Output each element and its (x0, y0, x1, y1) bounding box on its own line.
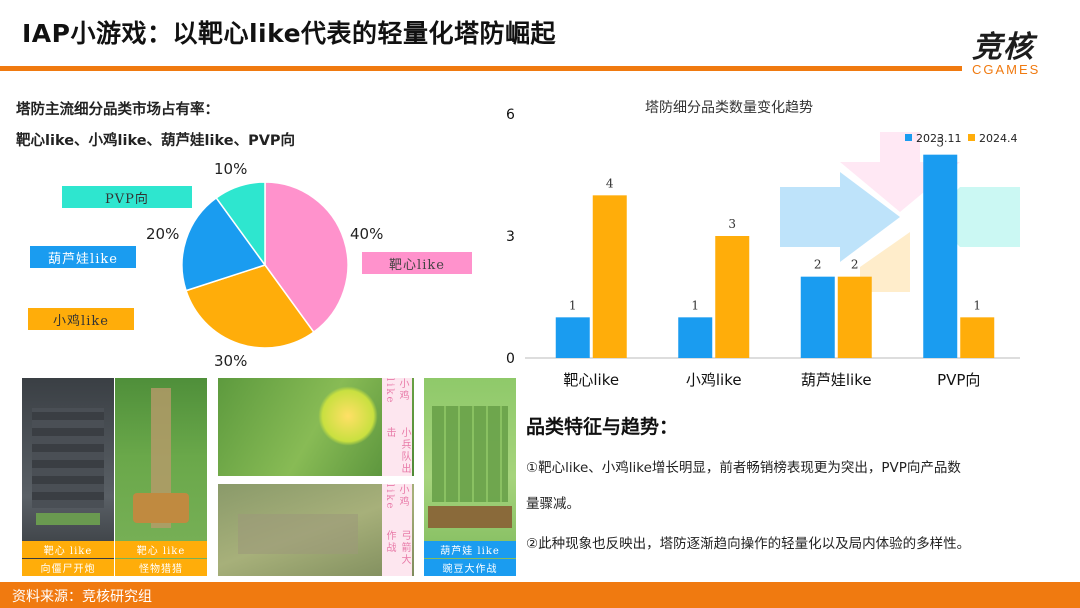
x-tick-huluwa: 葫芦娃like (801, 371, 872, 389)
screenshot-3-tag-top: 小鸡 like (382, 378, 412, 427)
bar-value-xiaoji-2023: 1 (691, 298, 699, 312)
game-screenshot-4: 小鸡 like 弓箭大作战 (218, 484, 414, 576)
logo-mark: 竞核 (972, 30, 1034, 65)
screenshot-4-tag-top: 小鸡 like (382, 484, 412, 530)
bar-chart-title: 塔防细分品类数量变化趋势 (645, 100, 813, 116)
bar-legend: 2023.11 2024.4 (905, 132, 1018, 145)
bar-value-pvp-2024: 1 (973, 298, 981, 312)
y-tick-0: 0 (506, 351, 515, 367)
pie-chart (181, 181, 349, 349)
screenshot-1-caption-bottom: 向僵尸开炮 (22, 559, 114, 576)
bar-value-pvp-2023: 5 (936, 136, 944, 150)
legend-swatch-2024 (968, 134, 975, 141)
y-tick-3: 3 (506, 229, 515, 245)
bar-value-baxin-2023: 1 (569, 298, 577, 312)
legend-label-2023: 2023.11 (916, 132, 962, 145)
footer-source: 资料来源：竞核研究组 (12, 589, 152, 605)
pie-slice-xiaoji (185, 264, 315, 349)
title-divider (0, 66, 962, 71)
pie-subheading: 靶心like、小鸡like、葫芦娃like、PVP向 (16, 133, 296, 149)
bar-marks: 1 4 靶心like 1 3 小鸡like 2 2 葫芦娃like 5 1 PVP向 (555, 136, 995, 389)
screenshot-3-tag-bottom: 小兵队出击 (382, 427, 412, 476)
game-screenshot-2: 靶心 like 怪物猎猎 (115, 378, 207, 576)
legend-tag-huluwa: 葫芦娃like (30, 246, 136, 268)
trend-line-3: ②此种现象也反映出，塔防逐渐趋向操作的轻量化以及局内体验的多样性。 (526, 536, 971, 552)
game-screenshot-1: 靶心 like 向僵尸开炮 (22, 378, 114, 576)
bar-huluwa-2024 (837, 276, 872, 358)
pie-slice-huluwa (181, 196, 267, 292)
screenshot-4-tag-bottom: 弓箭大作战 (382, 530, 412, 576)
bar-pvp-2024 (960, 317, 995, 358)
screenshot-5-caption-bottom: 豌豆大作战 (424, 559, 516, 576)
logo-text: CGAMES (972, 62, 1041, 77)
legend-tag-pvp: PVP向 (62, 186, 192, 208)
bar-huluwa-2023 (800, 276, 835, 358)
legend-tag-baxin: 靶心like (362, 252, 472, 274)
pie-heading: 塔防主流细分品类市场占有率： (16, 102, 219, 118)
decorative-arrows (780, 132, 1020, 292)
legend-label-2024: 2024.4 (979, 132, 1018, 145)
bar-xiaoji-2023 (678, 317, 713, 358)
screenshot-1-caption-top: 靶心 like (22, 541, 114, 558)
pie-slice-pvp (215, 181, 266, 268)
pie-label-xiaoji: 30% (214, 352, 248, 370)
game-screenshot-3: 小鸡 like 小兵队出击 (218, 378, 414, 476)
footer-bar: 资料来源：竞核研究组 (0, 582, 1080, 608)
game-screenshot-5: 葫芦娃 like 豌豆大作战 (424, 378, 516, 576)
logo: 竞核 CGAMES (972, 22, 1072, 82)
trend-line-2: 量骤减。 (526, 496, 580, 512)
bar-chart: 塔防细分品类数量变化趋势 6 3 0 1 4 靶心like 1 3 小鸡like 2 2 葫芦娃… (506, 100, 1020, 389)
bar-xiaoji-2024 (715, 236, 750, 358)
bar-pvp-2023 (923, 154, 958, 358)
pie-label-baxin: 40% (350, 225, 384, 243)
screenshot-2-caption-top: 靶心 like (115, 541, 207, 558)
page-title: IAP小游戏：以靶心like代表的轻量化塔防崛起 (22, 19, 557, 48)
y-tick-6: 6 (506, 107, 515, 123)
bar-value-huluwa-2023: 2 (814, 258, 822, 272)
screenshot-2-caption-bottom: 怪物猎猎 (115, 559, 207, 576)
x-tick-baxin: 靶心like (563, 371, 619, 389)
pie-label-pvp: 10% (214, 160, 248, 178)
trend-heading: 品类特征与趋势： (526, 416, 679, 438)
bar-value-baxin-2024: 4 (606, 176, 614, 190)
bar-baxin-2023 (555, 317, 590, 358)
trend-line-1: ①靶心like、小鸡like增长明显，前者畅销榜表现更为突出，PVP向产品数 (526, 460, 961, 476)
bar-baxin-2024 (592, 195, 627, 358)
pie-label-huluwa: 20% (146, 225, 180, 243)
pie-slice-baxin (264, 181, 349, 334)
legend-swatch-2023 (905, 134, 912, 141)
legend-tag-xiaoji: 小鸡like (28, 308, 134, 330)
x-tick-xiaoji: 小鸡like (686, 371, 742, 389)
x-tick-pvp: PVP向 (937, 371, 980, 389)
screenshot-5-caption-top: 葫芦娃 like (424, 541, 516, 558)
bar-value-huluwa-2024: 2 (851, 258, 859, 272)
bar-value-xiaoji-2024: 3 (728, 217, 736, 231)
